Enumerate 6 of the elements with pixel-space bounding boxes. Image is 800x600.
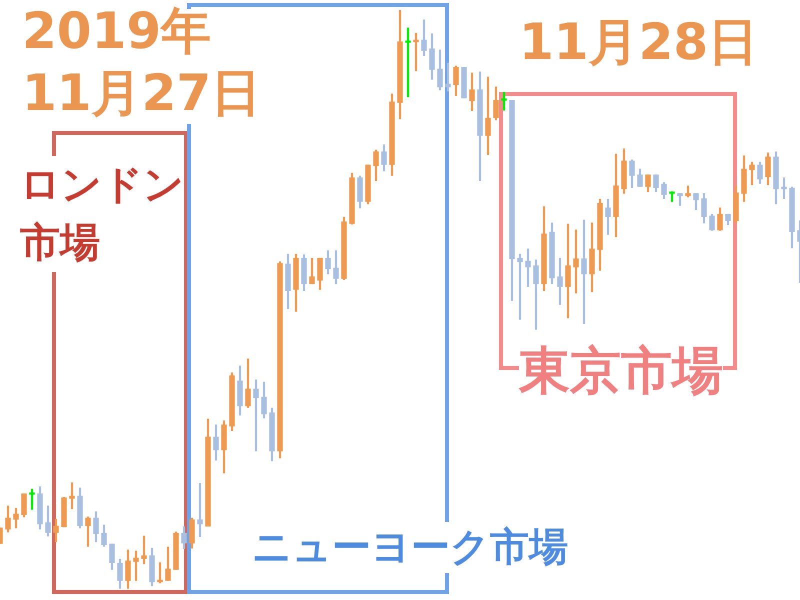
annotation: 東京市場	[519, 341, 723, 402]
annotation: ロンドン市場	[20, 156, 205, 272]
annotation: ニューヨーク市場	[252, 522, 568, 573]
candlestick	[405, 28, 411, 98]
annotation: 11月28日	[519, 11, 758, 73]
annotation: 2019年11月27日	[22, 0, 262, 124]
